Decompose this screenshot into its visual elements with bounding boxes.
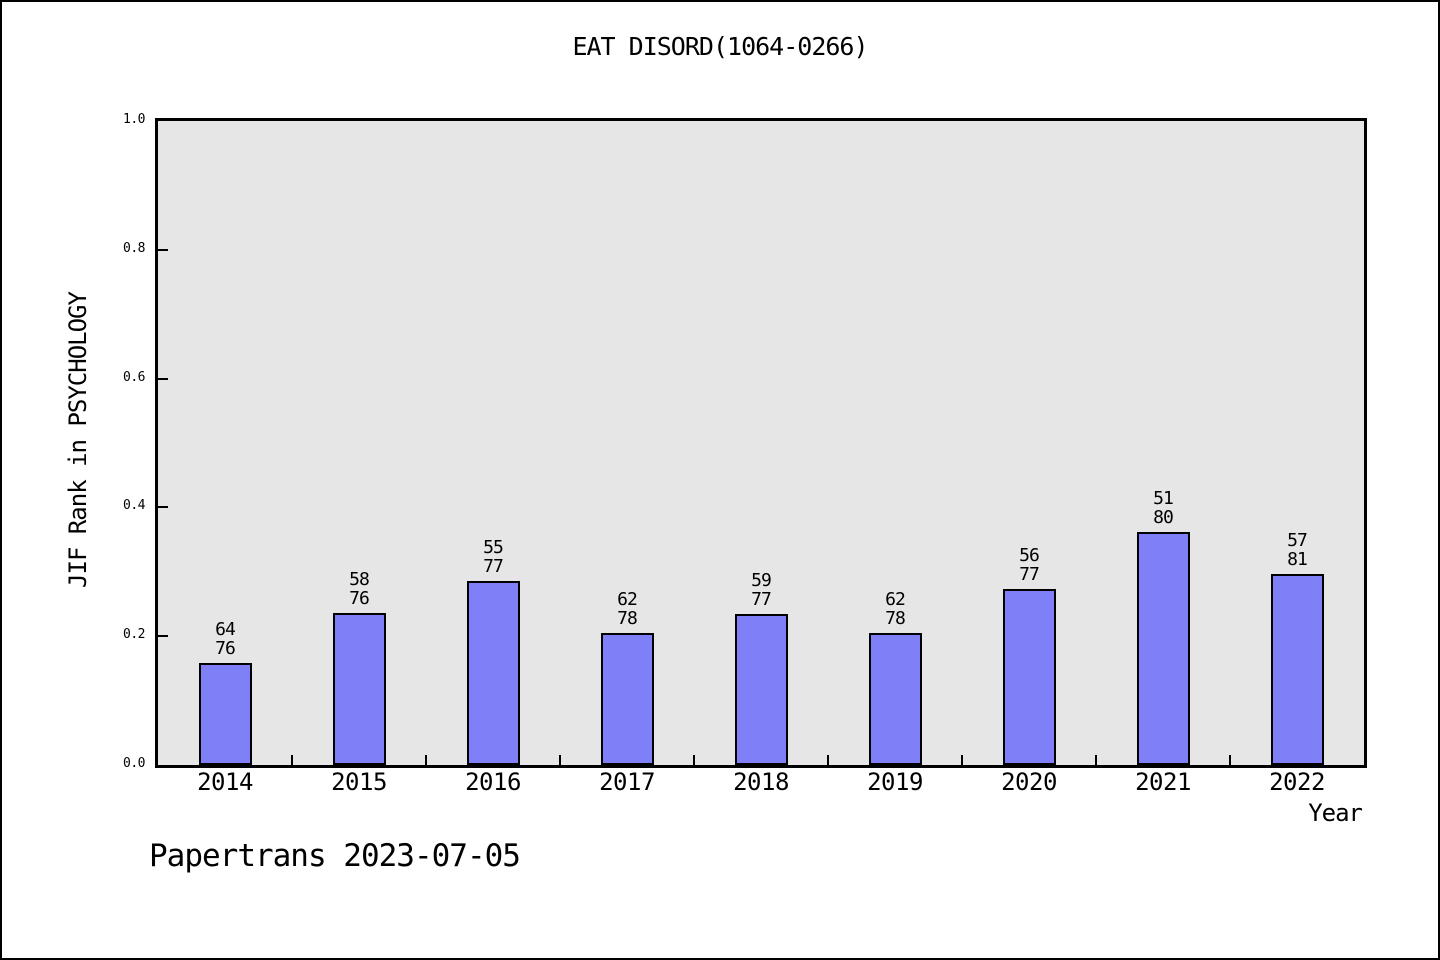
y-tick-label: 0.4 [123, 498, 145, 514]
plot-area: 64 76 58 76 55 77 62 78 59 77 62 78 56 77 51 80 57 81 [155, 118, 1367, 768]
bar-rank-numerator: 64 [215, 619, 236, 641]
bar-value-label: 51 80 [1153, 487, 1174, 528]
x-category-label: 2017 [599, 768, 655, 796]
x-category-label: 2018 [733, 768, 789, 796]
bar-rank-denominator: 77 [483, 556, 504, 578]
y-tick-label: 0.8 [123, 240, 145, 256]
bar-value-label: 64 76 [215, 619, 236, 660]
bar-rank-numerator: 55 [483, 537, 504, 559]
x-category-label: 2014 [197, 768, 253, 796]
bar-value-label: 58 76 [349, 568, 370, 609]
x-category-label: 2022 [1269, 768, 1325, 796]
bar-rank-numerator: 62 [885, 588, 906, 610]
bar [734, 614, 788, 765]
bar-value-label: 62 78 [885, 588, 906, 629]
bar-value-label: 55 77 [483, 537, 504, 578]
bar [1136, 531, 1190, 765]
bar-value-label: 62 78 [617, 588, 638, 629]
bar-rank-denominator: 76 [215, 638, 236, 660]
y-tick-label: 0.2 [123, 627, 145, 643]
bar-rank-numerator: 62 [617, 588, 638, 610]
bar-rank-numerator: 59 [751, 570, 772, 592]
x-axis-title: Year [1308, 799, 1363, 827]
x-category-label: 2015 [331, 768, 387, 796]
y-tick-label: 0.6 [123, 369, 145, 385]
bar-value-label: 59 77 [751, 570, 772, 611]
bar [1270, 574, 1324, 765]
bar-rank-denominator: 77 [751, 589, 772, 611]
bar [600, 632, 654, 765]
bar-rank-denominator: 76 [349, 587, 370, 609]
x-tick [425, 755, 427, 765]
bar-rank-denominator: 78 [617, 607, 638, 629]
bar-rank-denominator: 77 [1019, 564, 1040, 586]
bar-rank-denominator: 80 [1153, 506, 1174, 528]
bar-value-label: 56 77 [1019, 545, 1040, 586]
bar-rank-numerator: 51 [1153, 487, 1174, 509]
x-tick [961, 755, 963, 765]
y-tick [158, 248, 168, 251]
x-tick [1095, 755, 1097, 765]
x-category-label: 2020 [1001, 768, 1057, 796]
chart-title: EAT DISORD(1064-0266) [572, 32, 868, 61]
y-tick [158, 506, 168, 509]
x-tick [1229, 755, 1231, 765]
bar-rank-denominator: 81 [1287, 549, 1308, 571]
y-axis-title: JIF Rank in PSYCHOLOGY [64, 292, 92, 588]
x-category-label: 2019 [867, 768, 923, 796]
bar-rank-numerator: 58 [349, 568, 370, 590]
x-category-label: 2021 [1135, 768, 1191, 796]
bar [466, 581, 520, 765]
bar-value-label: 57 81 [1287, 530, 1308, 571]
y-tick-label: 0.0 [123, 756, 145, 771]
x-tick [693, 755, 695, 765]
y-tick [158, 377, 168, 380]
x-tick [827, 755, 829, 765]
x-category-label: 2016 [465, 768, 521, 796]
x-tick [559, 755, 561, 765]
y-tick-label: 1.0 [123, 112, 145, 127]
bar [868, 632, 922, 765]
bar [198, 663, 252, 765]
bar [1002, 589, 1056, 765]
x-tick [291, 755, 293, 765]
bar-rank-numerator: 56 [1019, 545, 1040, 567]
y-tick [158, 635, 168, 638]
footer-note: Papertrans 2023-07-05 [149, 838, 521, 874]
bar-rank-numerator: 57 [1287, 530, 1308, 552]
bar [332, 612, 386, 765]
bar-rank-denominator: 78 [885, 607, 906, 629]
